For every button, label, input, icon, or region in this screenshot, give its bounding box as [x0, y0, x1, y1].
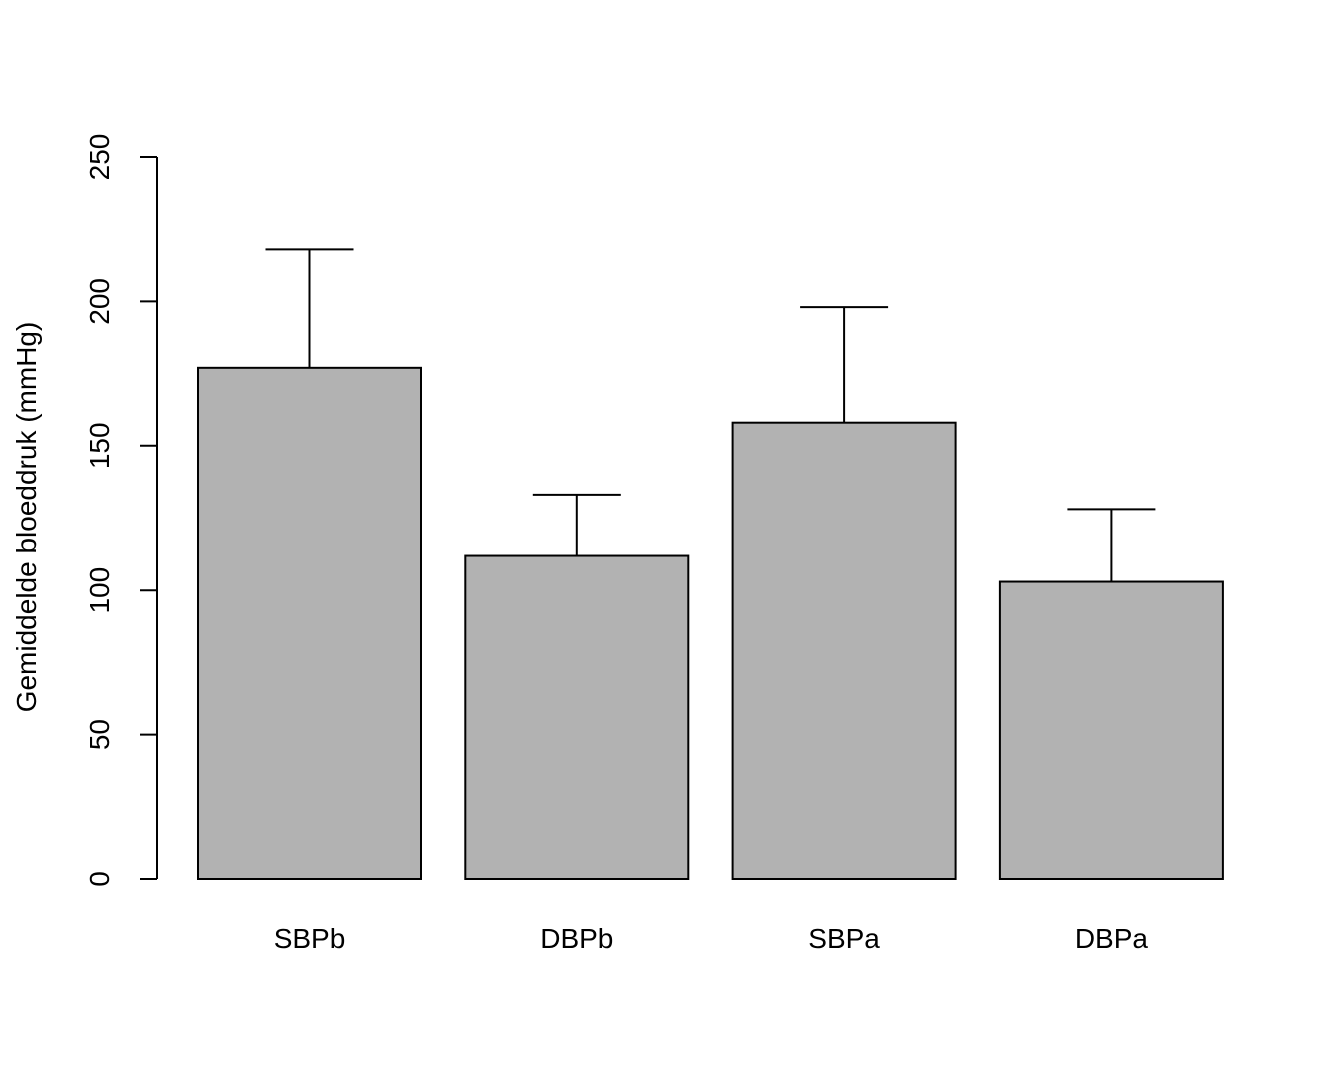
y-axis-title: Gemiddelde bloeddruk (mmHg) — [11, 322, 42, 713]
x-tick-label: SBPa — [808, 923, 880, 954]
bar-SBPb — [197, 366, 422, 880]
bar-SBPa — [731, 421, 957, 880]
y-tick-label: 250 — [84, 134, 115, 181]
y-tick-label: 100 — [84, 567, 115, 614]
bar-DBPb — [464, 554, 690, 880]
bars-group — [197, 366, 1224, 880]
y-tick-label: 150 — [84, 422, 115, 469]
x-tick-label: SBPb — [274, 923, 346, 954]
y-tick-label: 200 — [84, 278, 115, 325]
y-axis: 0 50 100 150 200 250 — [84, 134, 158, 887]
error-bars-group — [265, 248, 1156, 582]
bar-DBPa — [998, 580, 1224, 880]
y-tick-label: 50 — [84, 719, 115, 750]
x-tick-label: DBPa — [1075, 923, 1149, 954]
x-axis-labels: SBPb DBPb SBPa DBPa — [274, 923, 1149, 954]
y-tick-label: 0 — [84, 871, 115, 887]
x-tick-label: DBPb — [540, 923, 613, 954]
